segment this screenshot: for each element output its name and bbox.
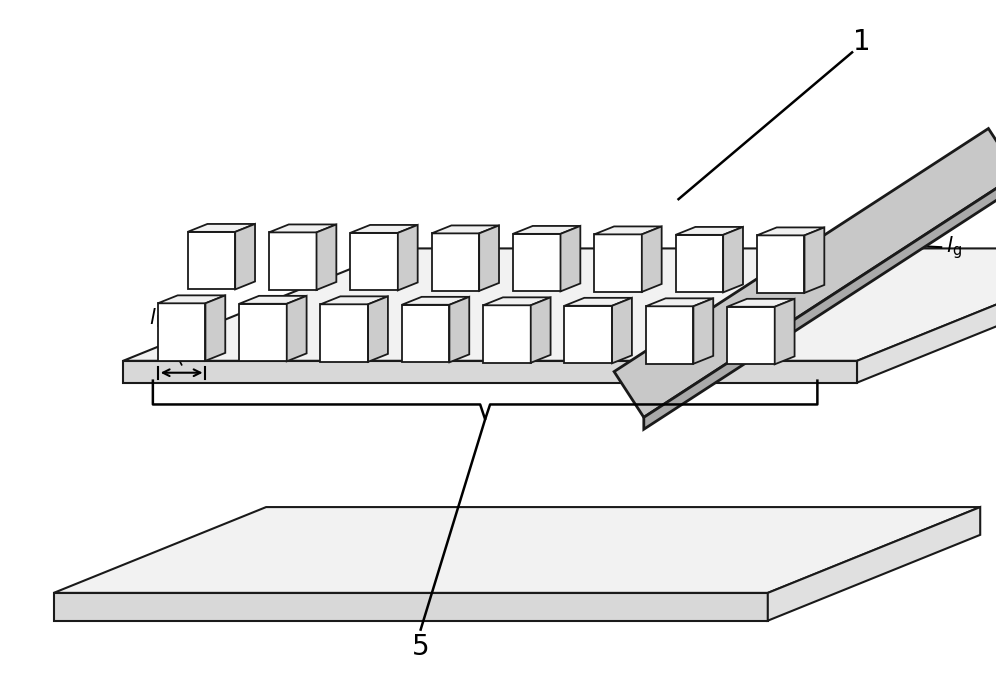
Polygon shape	[123, 248, 1000, 361]
Polygon shape	[269, 233, 317, 290]
Polygon shape	[269, 224, 336, 233]
Polygon shape	[54, 507, 980, 593]
Polygon shape	[158, 303, 205, 361]
Polygon shape	[239, 296, 307, 304]
Polygon shape	[531, 298, 551, 363]
Polygon shape	[757, 227, 824, 235]
Polygon shape	[768, 507, 980, 620]
Polygon shape	[350, 225, 418, 233]
Polygon shape	[432, 233, 479, 291]
Text: 5: 5	[412, 633, 429, 662]
Polygon shape	[564, 298, 632, 306]
Polygon shape	[727, 306, 775, 364]
Polygon shape	[612, 298, 632, 363]
Polygon shape	[727, 299, 795, 306]
Polygon shape	[123, 361, 857, 382]
Polygon shape	[287, 296, 307, 361]
Text: $\it{l}$$_{\rm{PM}}$: $\it{l}$$_{\rm{PM}}$	[149, 306, 177, 330]
Polygon shape	[479, 226, 499, 291]
Polygon shape	[398, 225, 418, 290]
Polygon shape	[188, 224, 255, 232]
Polygon shape	[402, 305, 449, 362]
Polygon shape	[804, 227, 824, 293]
Polygon shape	[449, 297, 469, 362]
Polygon shape	[158, 296, 225, 303]
Polygon shape	[614, 129, 1000, 418]
Polygon shape	[368, 296, 388, 362]
Polygon shape	[432, 226, 499, 233]
Polygon shape	[646, 298, 713, 306]
Polygon shape	[676, 235, 723, 292]
Polygon shape	[188, 232, 235, 290]
Polygon shape	[693, 298, 713, 364]
Text: 1: 1	[853, 28, 871, 56]
Polygon shape	[205, 296, 225, 361]
Polygon shape	[564, 306, 612, 363]
Polygon shape	[775, 299, 795, 364]
Polygon shape	[513, 226, 580, 234]
Polygon shape	[646, 306, 693, 364]
Polygon shape	[723, 227, 743, 292]
Polygon shape	[402, 297, 469, 305]
Polygon shape	[483, 305, 531, 363]
Polygon shape	[561, 226, 580, 292]
Polygon shape	[642, 226, 662, 292]
Polygon shape	[757, 235, 804, 293]
Polygon shape	[54, 593, 768, 620]
Polygon shape	[235, 224, 255, 290]
Polygon shape	[239, 304, 287, 361]
Polygon shape	[594, 226, 662, 235]
Polygon shape	[350, 233, 398, 290]
Polygon shape	[483, 298, 551, 305]
Polygon shape	[676, 227, 743, 235]
Text: $\it{l}$$_{\rm{g}}$: $\it{l}$$_{\rm{g}}$	[946, 234, 962, 260]
Polygon shape	[594, 235, 642, 292]
Polygon shape	[857, 248, 1000, 382]
Polygon shape	[513, 234, 561, 292]
Polygon shape	[644, 174, 1000, 429]
Polygon shape	[320, 304, 368, 362]
Polygon shape	[317, 224, 336, 290]
Polygon shape	[320, 296, 388, 304]
